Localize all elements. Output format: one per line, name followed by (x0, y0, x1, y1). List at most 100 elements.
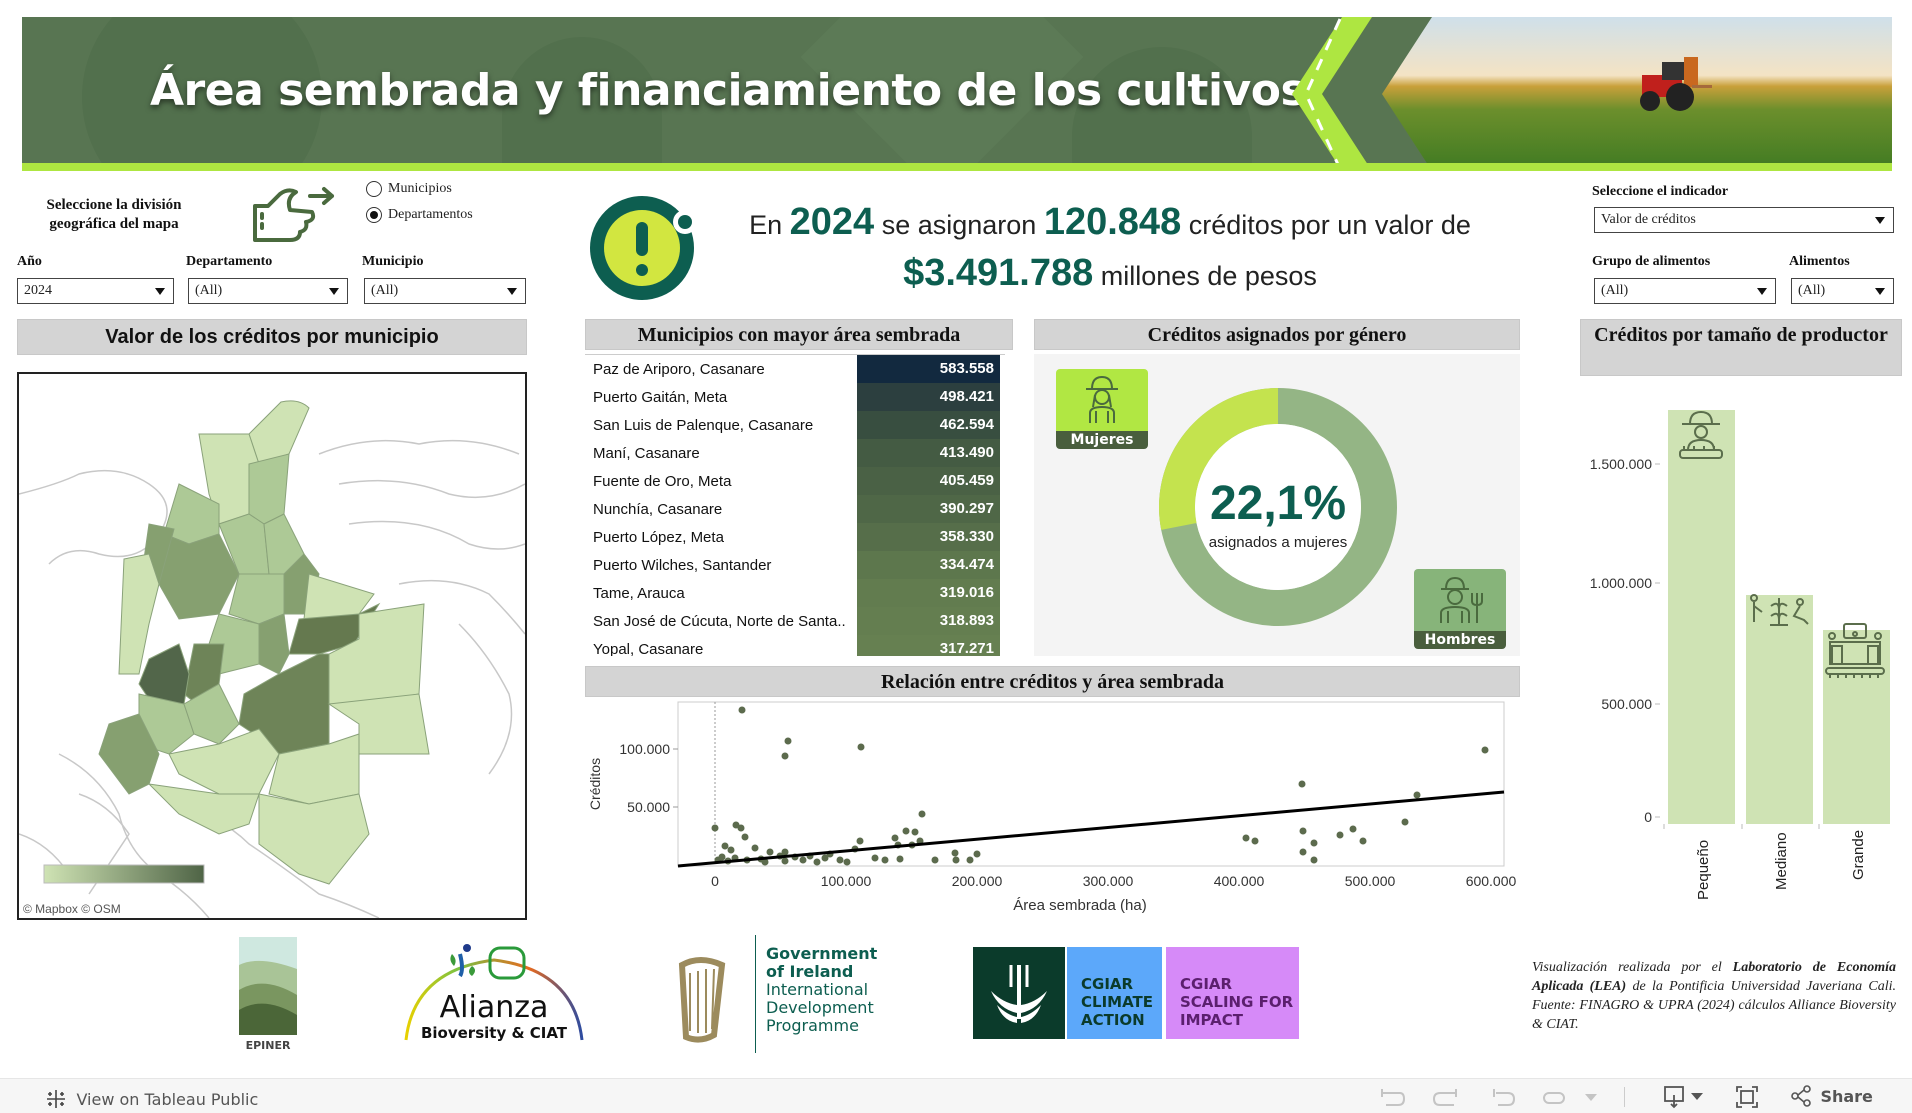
table-row[interactable]: Maní, Casanare 413.490 (585, 439, 1000, 467)
map-title: Valor de los créditos por municipio (17, 319, 527, 355)
scatter-x-label: Área sembrada (ha) (1013, 897, 1146, 914)
svg-text:Mediano: Mediano (1773, 832, 1790, 890)
epiner-logo: EPINER (239, 937, 297, 1052)
undo-icon[interactable] (1378, 1087, 1406, 1107)
colombia-map[interactable] (19, 374, 525, 918)
food-group-label: Grupo de alimentos (1592, 254, 1711, 269)
header-banner: Área sembrada y financiamiento de los cu… (22, 17, 1892, 171)
color-legend (43, 864, 205, 884)
exclamation-icon (590, 196, 697, 300)
table-row[interactable]: Puerto López, Meta 358.330 (585, 523, 1000, 551)
producer-chart[interactable]: 1.500.000 1.000.000 500.000 0 Pequeño Me… (1570, 380, 1912, 940)
year-dropdown[interactable]: 2024 (17, 278, 174, 304)
bar-pequeno[interactable] (1668, 410, 1735, 824)
small-farmer-icon (1679, 410, 1723, 459)
scatter-title: Relación entre créditos y área sembrada (585, 666, 1520, 697)
revert-icon[interactable] (1488, 1087, 1516, 1107)
svg-text:400.000: 400.000 (1214, 873, 1265, 889)
credits-text: Visualización realizada por el Laborator… (1532, 960, 1897, 1032)
table-row[interactable]: San Luis de Palenque, Casanare 462.594 (585, 411, 1000, 439)
alianza-logo: Alianza Bioversity & CIAT (394, 940, 594, 1050)
svg-text:500.000: 500.000 (1345, 873, 1396, 889)
page-title: Área sembrada y financiamiento de los cu… (150, 65, 1307, 116)
kpi-credit-value: $3.491.788 (903, 252, 1094, 294)
table-row[interactable]: San José de Cúcuta, Norte de Santa.. 318.… (585, 607, 1000, 635)
svg-text:600.000: 600.000 (1466, 873, 1517, 889)
road-chevron-icon (1292, 17, 1372, 171)
foods-dropdown[interactable]: (All) (1791, 278, 1894, 304)
municipality-label: Municipio (362, 254, 424, 269)
man-farmer-icon (1440, 576, 1483, 623)
dropdown-arrow-icon (329, 288, 339, 295)
fullscreen-icon[interactable] (1735, 1085, 1759, 1109)
indicator-label: Seleccione el indicador (1592, 184, 1729, 199)
map-attribution: © Mapbox © OSM (23, 902, 121, 916)
food-group-dropdown[interactable]: (All) (1594, 278, 1776, 304)
radio-departamentos[interactable]: Departamentos (366, 206, 473, 224)
table-row[interactable]: Paz de Ariporo, Casanare 583.558 (585, 355, 1000, 383)
wheat-icon (991, 965, 1047, 1023)
dropdown-arrow-icon (507, 288, 517, 295)
table-row[interactable]: Nunchía, Casanare 390.297 (585, 495, 1000, 523)
download-icon[interactable] (1663, 1085, 1707, 1109)
svg-text:Pequeño: Pequeño (1695, 840, 1712, 900)
table-row[interactable]: Puerto Gaitán, Meta 498.421 (585, 383, 1000, 411)
banner-accent-bar (22, 163, 1892, 171)
dropdown-arrow-icon (155, 288, 165, 295)
department-dropdown[interactable]: (All) (188, 278, 348, 304)
cgiar-scaling-logo: CGIAR SCALING FOR IMPACT (1166, 947, 1299, 1039)
radio-button-selected[interactable] (366, 206, 382, 223)
svg-text:50.000: 50.000 (627, 799, 670, 815)
share-button[interactable]: Share (1790, 1085, 1873, 1107)
table-row[interactable]: Puerto Wilches, Santander 334.474 (585, 551, 1000, 579)
cgiar-logo (973, 947, 1065, 1039)
producer-title: Créditos por tamaño de productor (1580, 319, 1902, 376)
svg-text:300.000: 300.000 (1083, 873, 1134, 889)
svg-text:100.000: 100.000 (619, 741, 670, 757)
gender-donut-chart[interactable] (1158, 387, 1398, 627)
municipality-dropdown[interactable]: (All) (364, 278, 526, 304)
svg-text:0: 0 (1644, 809, 1652, 825)
kpi-summary: En 2024 se asignaron 120.848 créditos po… (749, 201, 1471, 294)
svg-text:EPINER: EPINER (246, 1039, 291, 1052)
refresh-icon[interactable] (1542, 1089, 1568, 1105)
medium-farmers-icon (1750, 594, 1809, 626)
banner-decoration (502, 37, 662, 171)
gender-panel: Mujeres Hombres 22,1% asignados a mujere… (1034, 354, 1520, 656)
view-on-tableau-link[interactable]: View on Tableau Public (44, 1087, 258, 1111)
foods-label: Alimentos (1789, 254, 1850, 269)
refresh-dropdown-icon[interactable] (1585, 1094, 1597, 1101)
svg-text:1.500.000: 1.500.000 (1590, 456, 1652, 472)
table-row[interactable]: Fuente de Oro, Meta 405.459 (585, 467, 1000, 495)
table-row[interactable]: Yopal, Casanare 317.271 (585, 635, 1000, 656)
year-label: Año (17, 254, 42, 269)
municipios-table[interactable]: Paz de Ariporo, Casanare 583.558 Puerto G… (585, 354, 1005, 656)
indicator-dropdown[interactable]: Valor de créditos (1594, 207, 1894, 233)
tractor-field-photo (1382, 17, 1892, 171)
toolbar-divider (1624, 1087, 1625, 1107)
kpi-year: 2024 (789, 201, 875, 243)
redo-icon[interactable] (1432, 1087, 1460, 1107)
tractor-icon (1640, 57, 1712, 111)
bar-mediano[interactable] (1746, 595, 1813, 824)
share-icon (1791, 1085, 1811, 1107)
ireland-logo: Government of Ireland International Deve… (670, 935, 890, 1055)
women-percentage-caption: asignados a mujeres (1208, 534, 1348, 551)
tableau-logo-icon (47, 1090, 65, 1108)
gender-title: Créditos asignados por género (1034, 319, 1520, 350)
table-row[interactable]: Tame, Arauca 319.016 (585, 579, 1000, 607)
radio-button[interactable] (366, 180, 382, 197)
choropleth-map[interactable]: © Mapbox © OSM (17, 372, 527, 920)
pointing-hand-icon (253, 187, 334, 242)
producer-bar-chart[interactable]: 1.500.000 1.000.000 500.000 0 Pequeño Me… (1570, 380, 1912, 940)
svg-text:100.000: 100.000 (821, 873, 872, 889)
scatter-panel[interactable]: 100.000 50.000 Créditos 0 100.000 200.00… (585, 700, 1520, 920)
tableau-toolbar: View on Tableau Public Share (0, 1078, 1912, 1113)
scatter-plot[interactable]: 100.000 50.000 Créditos 0 100.000 200.00… (585, 700, 1520, 920)
svg-text:Grande: Grande (1850, 830, 1867, 880)
woman-farmer-icon (1086, 375, 1118, 423)
radio-municipios[interactable]: Municipios (366, 180, 452, 198)
scatter-y-label: Créditos (587, 758, 603, 810)
women-percentage: 22,1% (1209, 477, 1347, 530)
women-badge: Mujeres (1056, 369, 1148, 449)
